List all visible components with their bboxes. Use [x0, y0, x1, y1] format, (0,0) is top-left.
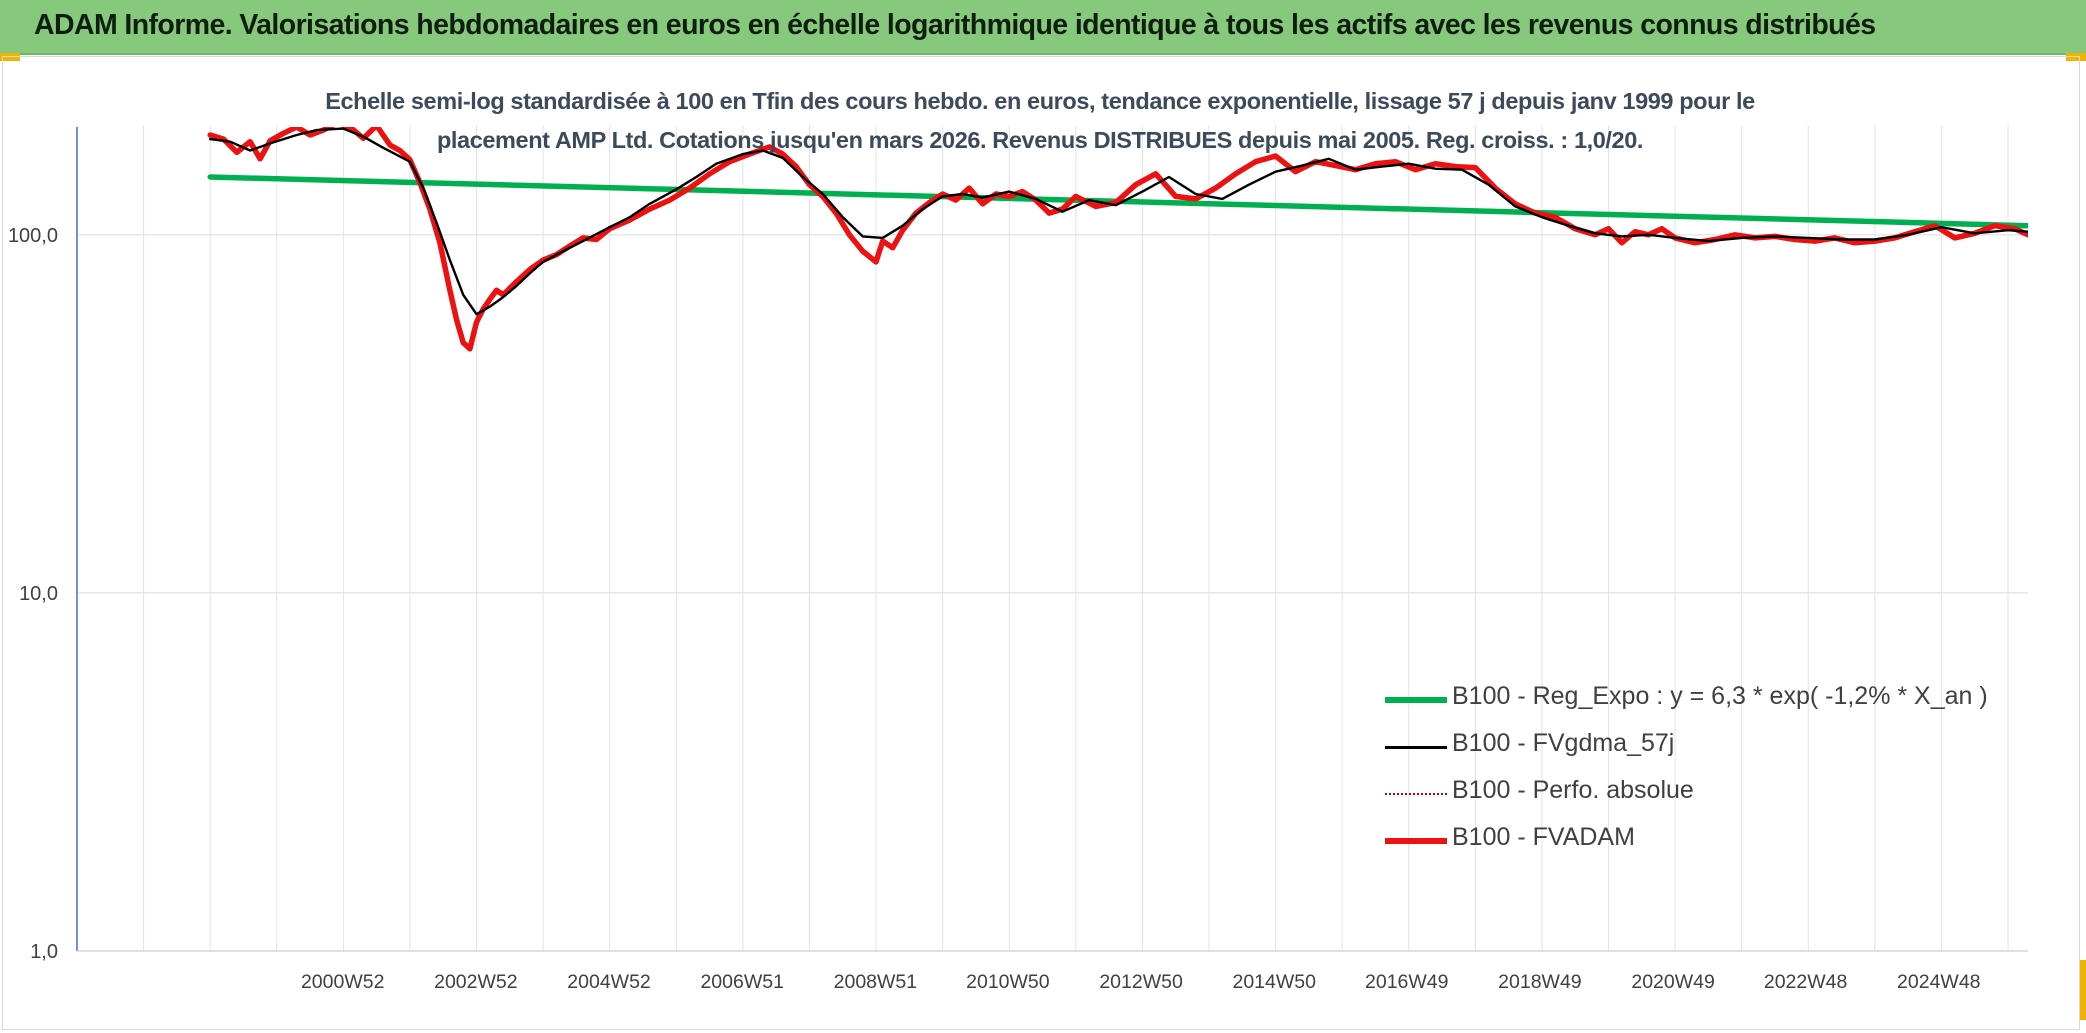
- legend-swatch-reg-expo: [1385, 697, 1447, 703]
- y-tick-label: 1,0: [30, 941, 58, 963]
- chart-area: [2, 56, 2080, 1030]
- legend-swatch-perfo-absolue: [1385, 793, 1447, 795]
- chart-subtitle-line-1: Echelle semi-log standardisée à 100 en T…: [325, 88, 1755, 114]
- legend-label-fvadam: B100 - FVADAM: [1452, 823, 1635, 851]
- y-tick-label: 10,0: [19, 583, 58, 605]
- x-tick-label: 2010W50: [966, 971, 1050, 993]
- x-tick-label: 2018W49: [1498, 971, 1581, 993]
- x-tick-label: 2002W52: [434, 971, 517, 993]
- x-tick-label: 2008W51: [834, 971, 917, 993]
- legend-swatch-fvgdma: [1385, 746, 1447, 749]
- x-tick-label: 2022W48: [1764, 971, 1847, 993]
- legend-label-reg-expo: B100 - Reg_Expo : y = 6,3 * exp( -1,2% *…: [1452, 682, 1988, 710]
- x-tick-label: 2004W52: [567, 971, 650, 993]
- x-tick-label: 2006W51: [700, 971, 783, 993]
- corner-mark-right: [2066, 53, 2086, 61]
- x-tick-label: 2020W49: [1631, 971, 1714, 993]
- corner-mark-left: [0, 53, 20, 61]
- x-tick-label: 2012W50: [1099, 971, 1183, 993]
- x-tick-label: 2000W52: [301, 971, 384, 993]
- legend-label-fvgdma: B100 - FVgdma_57j: [1452, 729, 1675, 757]
- x-tick-label: 2014W50: [1232, 971, 1316, 993]
- chart-subtitle-line-2: placement AMP Ltd. Cotations jusqu'en ma…: [436, 127, 1644, 153]
- corner-mark-bottom-right: [2080, 960, 2086, 1020]
- legend-swatch-fvadam: [1385, 838, 1447, 844]
- legend-label-perfo-absolue: B100 - Perfo. absolue: [1452, 776, 1694, 804]
- page-title: ADAM Informe. Valorisations hebdomadaire…: [34, 9, 1876, 41]
- series-line-fvadam: [207, 127, 2028, 352]
- y-tick-label: 100,0: [8, 225, 58, 247]
- x-tick-label: 2016W49: [1365, 971, 1448, 993]
- series-line-fvgdma: [208, 127, 2028, 316]
- x-tick-label: 2024W48: [1897, 971, 1980, 993]
- header-banner: ADAM Informe. Valorisations hebdomadaire…: [0, 0, 2086, 55]
